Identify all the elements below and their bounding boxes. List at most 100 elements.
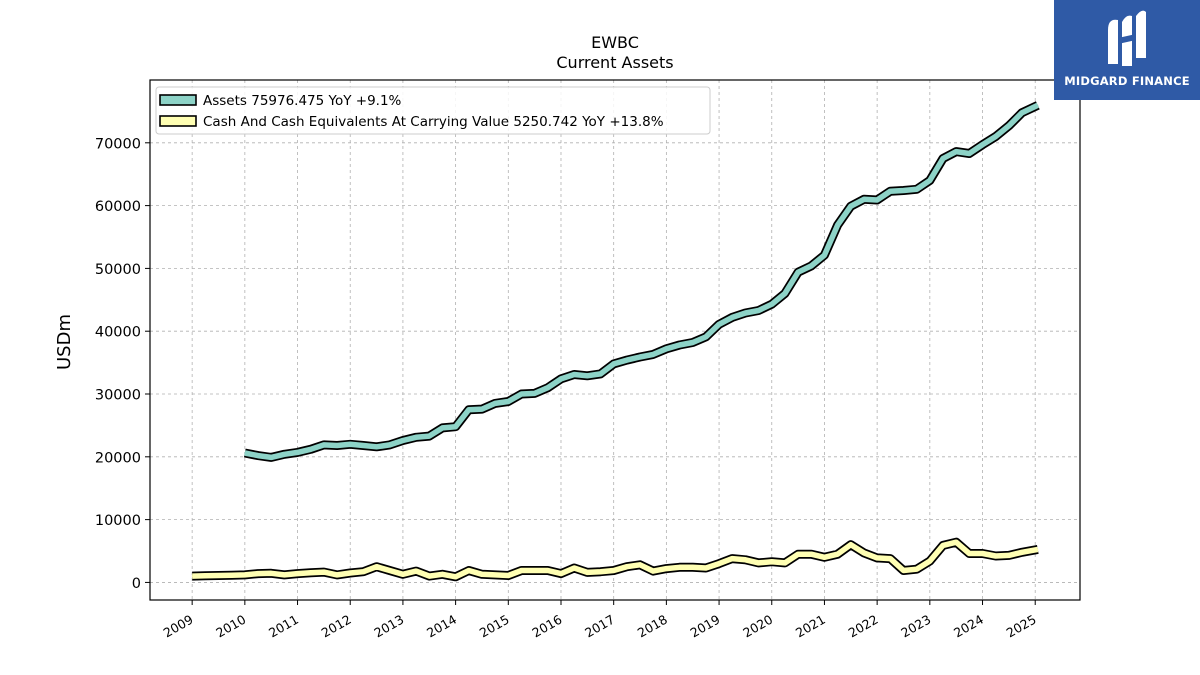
data-point [652, 353, 654, 355]
series-line-outline [243, 101, 1040, 462]
data-point [520, 569, 523, 572]
data-point [349, 572, 351, 574]
data-point [652, 570, 654, 572]
data-point [336, 574, 338, 576]
data-point [692, 341, 694, 344]
data-point [889, 558, 891, 560]
data-point [599, 373, 602, 375]
data-point [744, 312, 747, 314]
x-axis: 2009 2010 2011 2012 2013 2014 2015 2016 2017 2018… [161, 600, 1039, 641]
legend-entry: Assets 75976.475 YoY +9.1% [203, 93, 402, 109]
data-point [916, 188, 918, 190]
data-point [296, 451, 299, 453]
data-point [902, 189, 905, 192]
data-point [665, 568, 668, 570]
series-0 [243, 101, 1040, 462]
data-point [1021, 551, 1023, 553]
data-point [981, 552, 984, 555]
data-point [1021, 112, 1023, 114]
x-tick-label: 2016 [529, 612, 564, 641]
x-tick-label: 2020 [740, 612, 775, 641]
x-tick-label: 2009 [161, 612, 196, 641]
data-point [929, 560, 931, 562]
data-point [296, 573, 299, 575]
y-tick-label: 50000 [95, 262, 141, 278]
data-point [573, 567, 575, 569]
legend-entry: Cash And Cash Equivalents At Carrying Va… [203, 114, 664, 130]
data-point [573, 373, 575, 376]
data-point [362, 444, 364, 447]
data-point [547, 569, 549, 572]
data-point [665, 348, 668, 350]
data-point [705, 567, 707, 569]
data-point [455, 576, 457, 578]
x-tick-label: 2010 [213, 612, 248, 641]
data-point [494, 574, 496, 576]
data-point [942, 157, 944, 160]
data-point [389, 444, 391, 446]
grid-lines [150, 80, 1080, 600]
data-point [744, 559, 747, 561]
data-point [758, 562, 760, 564]
data-point [929, 179, 931, 182]
y-axis: 0 10000 20000 30000 40000 50000 60000 70000 [95, 136, 150, 592]
data-point [362, 571, 364, 573]
data-point [244, 574, 246, 576]
data-point [204, 575, 206, 577]
data-point [1037, 104, 1039, 106]
data-point [455, 426, 457, 428]
data-point [494, 402, 496, 404]
data-point [310, 572, 312, 574]
data-point [270, 456, 272, 458]
data-point [217, 574, 220, 577]
data-point [784, 562, 786, 564]
data-point [876, 557, 878, 559]
data-point [481, 573, 483, 575]
data-point [916, 568, 918, 570]
chart-title: EWBC [591, 33, 639, 52]
data-point [441, 573, 443, 575]
data-point [797, 553, 799, 555]
y-tick-label: 60000 [95, 199, 141, 215]
data-point [837, 224, 839, 226]
x-tick-label: 2013 [371, 612, 406, 641]
data-point [731, 558, 733, 560]
data-point [1037, 548, 1039, 551]
data-point [283, 574, 285, 576]
data-point [995, 555, 997, 557]
data-point [639, 564, 641, 566]
data-point [520, 393, 523, 395]
series-line [244, 102, 1039, 461]
y-tick-label: 20000 [95, 450, 141, 466]
data-point [244, 452, 246, 454]
data-point [797, 271, 799, 273]
data-point [376, 566, 378, 568]
data-point [626, 359, 628, 361]
data-point [876, 199, 878, 201]
series-line [192, 539, 1039, 580]
x-tick-label: 2015 [477, 612, 512, 641]
data-point [415, 570, 417, 572]
data-point [336, 444, 338, 447]
data-point [678, 566, 681, 568]
data-point [231, 574, 233, 576]
series-layer [191, 101, 1040, 582]
data-point [402, 573, 404, 575]
data-point [586, 571, 588, 574]
x-tick-label: 2018 [635, 612, 670, 641]
x-tick-label: 2012 [319, 612, 354, 641]
data-point [850, 544, 852, 546]
data-point [310, 448, 312, 450]
data-point [415, 436, 417, 438]
data-point [810, 265, 812, 267]
data-point [257, 573, 259, 575]
data-point [428, 575, 430, 577]
data-point [718, 563, 720, 565]
data-point [270, 572, 272, 574]
data-point [613, 363, 615, 365]
x-tick-label: 2019 [688, 612, 723, 641]
y-tick-label: 0 [132, 576, 141, 592]
data-point [692, 566, 694, 568]
x-tick-label: 2014 [424, 612, 459, 641]
data-point [863, 552, 865, 554]
